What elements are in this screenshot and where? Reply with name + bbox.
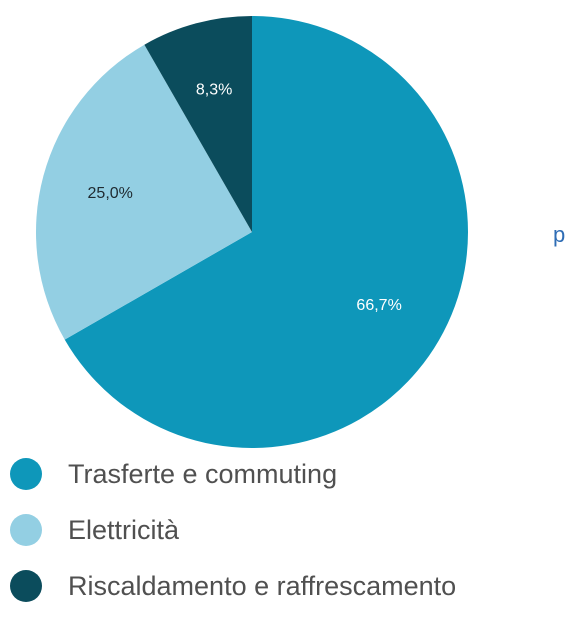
pie-slice-elettricita <box>36 44 253 340</box>
pie-slice-riscaldamento-e-raffrescamento <box>144 15 252 232</box>
legend-swatch-icon <box>10 514 42 546</box>
data-label-elettricita: 25,0% <box>88 185 133 202</box>
legend-label: Riscaldamento e raffrescamento <box>68 571 457 601</box>
pie-chart: 66,7% 25,0% 8,3% <box>36 15 468 448</box>
data-label-trasferte-e-commuting: 66,7% <box>356 297 401 314</box>
legend-label: Trasferte e commuting <box>68 459 338 489</box>
legend-swatch-icon <box>10 570 42 602</box>
side-text: p <box>553 222 566 247</box>
data-label-riscaldamento-e-raffrescamento: 8,3% <box>196 81 232 98</box>
legend-label: Elettricità <box>68 515 180 545</box>
pie-slice-trasferte-e-commuting <box>64 16 468 448</box>
legend-swatch-icon <box>10 458 42 490</box>
